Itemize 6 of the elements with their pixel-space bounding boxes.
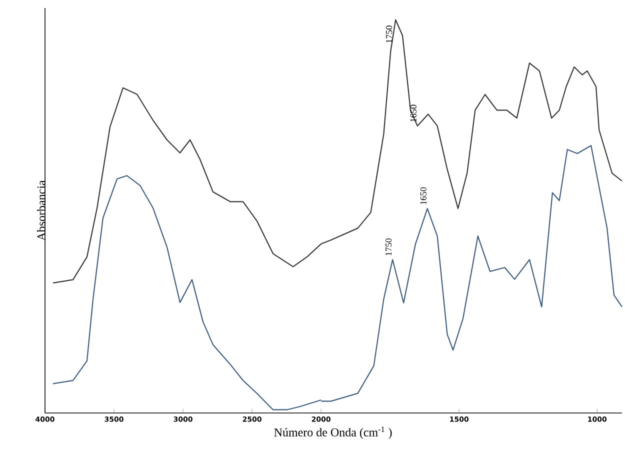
annotation: 1650	[420, 187, 426, 204]
annotation: 1750	[386, 238, 392, 256]
x-axis-title: Número de Onda (cm$^{-1}$ )	[274, 426, 392, 439]
annotation: 1750	[386, 26, 392, 43]
y-axis-title: Absorbancia	[37, 180, 46, 241]
annotation: 1650	[410, 104, 416, 122]
